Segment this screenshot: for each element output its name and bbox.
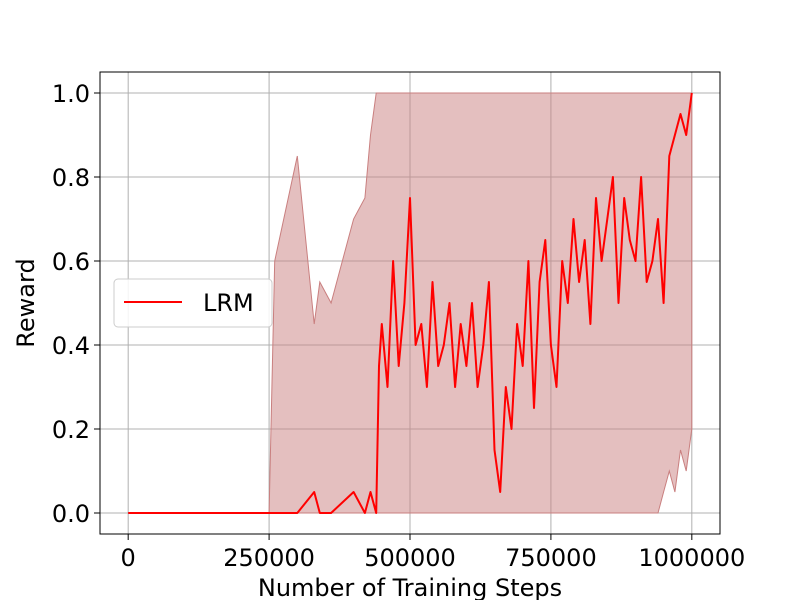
x-tick-label: 500000 (364, 544, 456, 572)
legend: LRM (113, 278, 273, 328)
x-axis-label: Number of Training Steps (258, 574, 562, 600)
x-tick-label: 0 (121, 544, 136, 572)
y-tick-label: 1.0 (52, 80, 90, 108)
variance-band (128, 92, 693, 514)
y-tick-label: 0.8 (52, 164, 90, 192)
legend-label: LRM (203, 289, 254, 317)
line-layer (128, 92, 693, 514)
y-tick-label: 0.2 (52, 416, 90, 444)
y-tick-label: 0.0 (52, 500, 90, 528)
y-tick-label: 0.6 (52, 248, 90, 276)
y-axis-label: Reward (12, 258, 40, 347)
x-tick-label: 750000 (505, 544, 597, 572)
y-tick-label: 0.4 (52, 332, 90, 360)
series-line-lrm (128, 92, 693, 514)
x-ticks: 0 250000 500000 750000 1000000 (121, 534, 745, 572)
x-tick-label: 1000000 (638, 544, 745, 572)
band-layer (128, 92, 693, 514)
x-tick-label: 250000 (223, 544, 315, 572)
y-ticks: 0.0 0.2 0.4 0.6 0.8 1.0 (52, 80, 100, 528)
legend-box (113, 278, 273, 328)
